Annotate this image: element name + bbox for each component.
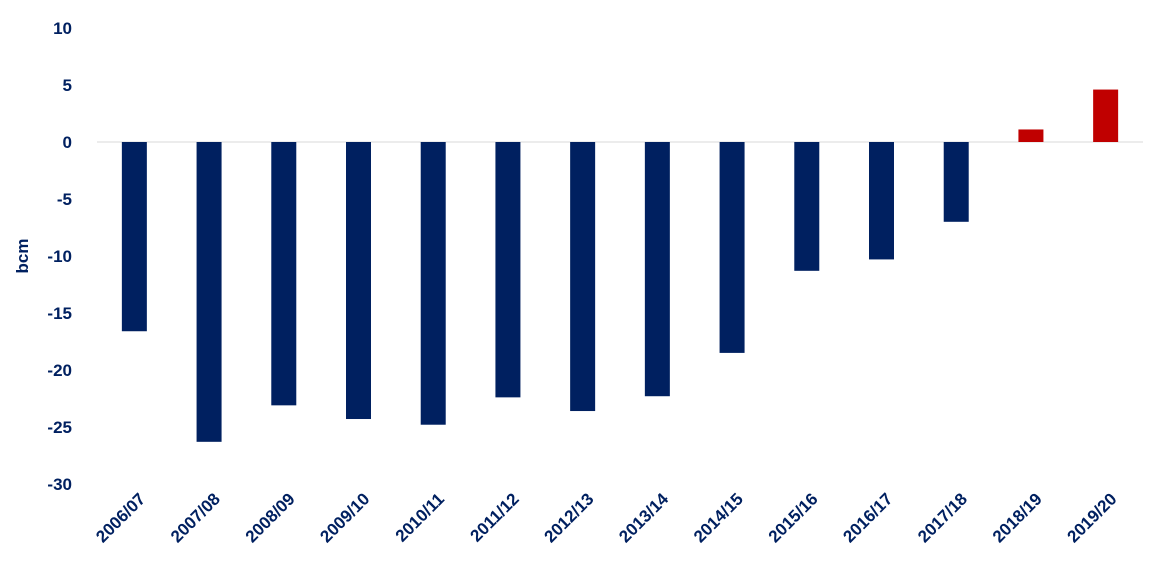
y-tick-label: -15 <box>47 304 72 323</box>
bars <box>121 89 1119 442</box>
x-category-label: 2011/12 <box>467 489 523 545</box>
bar-2014-15 <box>719 142 745 353</box>
bar-2013-14 <box>644 142 670 397</box>
bar-2009-10 <box>346 142 371 420</box>
y-tick-label: -10 <box>47 247 72 266</box>
x-category-label: 2016/17 <box>839 489 896 546</box>
y-tick-label: -20 <box>47 361 72 380</box>
x-category-label: 2009/10 <box>316 489 373 546</box>
y-tick-label: 0 <box>63 133 72 152</box>
x-category-label: 2008/09 <box>242 489 299 546</box>
x-category-label: 2019/20 <box>1064 489 1121 546</box>
bar-2010-11 <box>420 142 446 425</box>
bar-2006-07 <box>121 142 147 332</box>
bar-2008-09 <box>271 142 297 406</box>
bar-2017-18 <box>943 142 969 222</box>
y-tick-label: 10 <box>53 19 72 38</box>
x-category-label: 2017/18 <box>914 489 971 546</box>
y-axis-ticks: 10 5 0 -5 -10 -15 -20 -25 -30 <box>47 19 72 494</box>
bar-2007-08 <box>196 142 222 442</box>
bar-2019-20 <box>1093 89 1119 142</box>
x-category-label: 2006/07 <box>92 489 149 546</box>
bar-2012-13 <box>570 142 596 412</box>
y-axis-label: bcm <box>13 239 32 274</box>
x-category-label: 2014/15 <box>690 489 747 546</box>
bar-2016-17 <box>869 142 894 260</box>
y-tick-label: 5 <box>63 76 72 95</box>
bar-2015-16 <box>794 142 820 271</box>
x-category-label: 2007/08 <box>167 489 224 546</box>
x-axis-categories: 2006/07 2007/08 2008/09 2009/10 2010/11 2011/… <box>92 489 1120 546</box>
x-category-label: 2013/14 <box>615 489 672 546</box>
bar-2018-19 <box>1018 129 1044 142</box>
y-tick-label: -25 <box>47 418 72 437</box>
x-category-label: 2012/13 <box>541 489 598 546</box>
bar-2011-12 <box>495 142 521 398</box>
x-category-label: 2015/16 <box>765 489 822 546</box>
x-category-label: 2010/11 <box>392 489 448 545</box>
x-category-label: 2018/19 <box>989 489 1046 546</box>
y-tick-label: -5 <box>57 190 72 209</box>
y-tick-label: -30 <box>47 475 72 494</box>
